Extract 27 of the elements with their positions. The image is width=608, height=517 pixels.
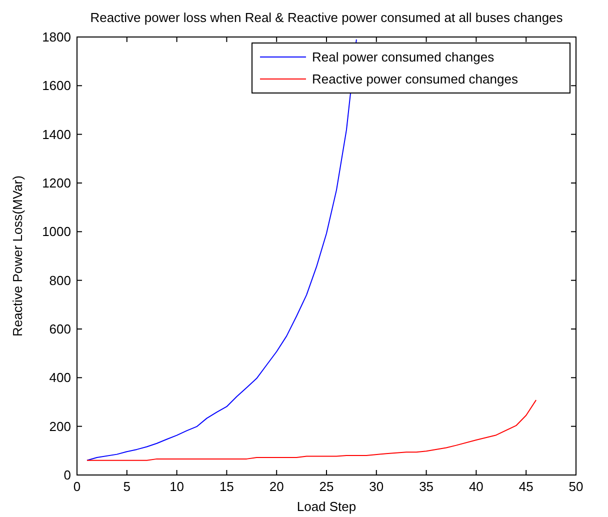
x-tick-label: 35 — [419, 479, 434, 494]
legend-label: Reactive power consumed changes — [312, 72, 518, 87]
x-tick-label: 30 — [369, 479, 384, 494]
y-tick-label: 1000 — [42, 224, 71, 240]
x-tick-label: 20 — [269, 479, 284, 494]
x-tick-label: 0 — [73, 479, 81, 494]
chart-title: Reactive power loss when Real & Reactive power consumed at all buses changes — [90, 10, 564, 25]
y-tick-label: 1400 — [42, 126, 71, 142]
x-tick-label: 25 — [319, 479, 334, 494]
y-tick-label: 600 — [49, 322, 71, 337]
line-series — [86, 400, 537, 461]
x-tick-label: 5 — [123, 479, 131, 494]
x-tick-label: 45 — [518, 479, 534, 494]
x-tick-label: 10 — [170, 479, 184, 494]
y-tick-label: 200 — [49, 418, 71, 434]
x-tick-label: 15 — [219, 479, 234, 494]
y-tick-label: 1600 — [42, 78, 71, 94]
y-tick-label: 1800 — [42, 30, 71, 45]
y-axis-title: Reactive Power Loss(MVar) — [10, 176, 25, 336]
legend-label: Real power consumed changes — [312, 50, 495, 65]
x-axis-title: Load Step — [296, 499, 356, 514]
x-tick-label: 50 — [568, 479, 584, 494]
y-tick-label: 400 — [49, 370, 71, 386]
y-tick-label: 800 — [49, 272, 71, 288]
x-tick-label: 40 — [468, 479, 484, 494]
y-tick-label: 0 — [64, 468, 71, 483]
y-tick-label: 1200 — [42, 176, 71, 191]
